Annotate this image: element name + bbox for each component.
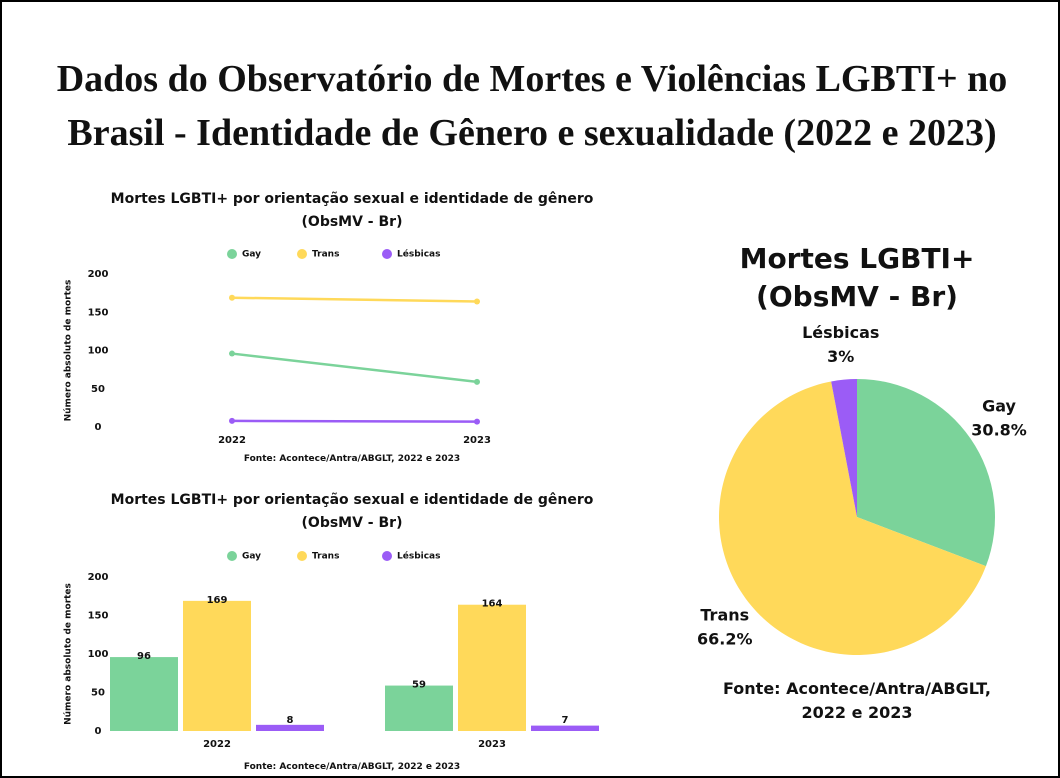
source: Fonte: Acontece/Antra/ABGLT, 2022 e 2023 bbox=[243, 762, 461, 772]
y-axis-label: Número absoluto de mortes bbox=[64, 583, 74, 725]
pie-slice bbox=[831, 379, 857, 517]
y-axis-label: Número absoluto de mortes bbox=[64, 280, 74, 422]
source: Fonte: Acontece/Antra/ABGLT, 2022 e 2023 bbox=[243, 454, 461, 464]
pie-slice bbox=[719, 381, 986, 655]
chart-title: Mortes LGBTI+ por orientação sexual e id… bbox=[110, 191, 594, 230]
bar bbox=[110, 657, 178, 731]
data-label: 7 bbox=[562, 715, 569, 726]
point bbox=[229, 294, 235, 301]
point bbox=[474, 418, 480, 425]
slice-label: Trans bbox=[700, 605, 749, 624]
bar bbox=[385, 685, 453, 731]
x-tick-label: 2022 bbox=[218, 435, 246, 446]
bar bbox=[183, 600, 251, 731]
y-tick-label: 50 bbox=[91, 688, 105, 699]
y-tick-label: 100 bbox=[88, 649, 109, 660]
slice-label: Lésbicas bbox=[802, 323, 879, 342]
y-tick-label: 150 bbox=[88, 307, 109, 318]
y-tick-label: 150 bbox=[88, 611, 109, 622]
legend-marker bbox=[227, 551, 237, 561]
main-title: Dados do Observatório de Mortes e Violên… bbox=[56, 58, 1008, 154]
data-label: 59 bbox=[412, 680, 426, 691]
data-label: 8 bbox=[287, 715, 294, 726]
slice-value: 30.8% bbox=[971, 421, 1027, 440]
legend-label: Lésbicas bbox=[397, 249, 441, 260]
chart-title: Mortes LGBTI+ por orientação sexual e id… bbox=[110, 492, 594, 531]
legend-marker bbox=[227, 249, 237, 259]
point bbox=[474, 378, 480, 385]
legend-label: Lésbicas bbox=[397, 551, 441, 562]
legend-label: Gay bbox=[242, 552, 261, 562]
legend-marker bbox=[297, 249, 307, 259]
y-tick-label: 50 bbox=[91, 384, 105, 395]
x-tick-label: 2022 bbox=[203, 739, 231, 750]
bar bbox=[256, 724, 324, 731]
slice-value: 3% bbox=[827, 347, 854, 366]
y-tick-label: 200 bbox=[88, 269, 109, 280]
bar bbox=[458, 604, 526, 731]
point bbox=[474, 298, 480, 305]
data-label: 164 bbox=[482, 599, 503, 610]
legend-label: Gay bbox=[242, 250, 261, 260]
data-label: 96 bbox=[137, 651, 151, 662]
point bbox=[229, 350, 235, 357]
pie-slice bbox=[857, 379, 996, 567]
y-tick-label: 0 bbox=[95, 422, 102, 433]
legend-marker bbox=[382, 551, 392, 561]
slice-value: 66.2% bbox=[697, 629, 753, 648]
source: Fonte: Acontece/Antra/ABGLT, 2022 e 2023 bbox=[723, 679, 991, 722]
data-label: 169 bbox=[207, 595, 228, 606]
bar bbox=[531, 725, 599, 731]
legend-label: Trans bbox=[312, 552, 339, 562]
legend-marker bbox=[382, 249, 392, 259]
slice-label: Gay bbox=[982, 397, 1016, 416]
point bbox=[229, 417, 235, 424]
line bbox=[231, 352, 478, 384]
legend-marker bbox=[297, 551, 307, 561]
y-tick-label: 0 bbox=[95, 726, 102, 737]
line bbox=[231, 419, 478, 423]
x-tick-label: 2023 bbox=[478, 739, 506, 750]
y-tick-label: 200 bbox=[88, 572, 109, 583]
y-tick-label: 100 bbox=[88, 346, 109, 357]
legend-label: Trans bbox=[312, 250, 339, 260]
x-tick-label: 2023 bbox=[463, 435, 491, 446]
line bbox=[231, 296, 478, 303]
chart-title: Mortes LGBTI+ (ObsMV - Br) bbox=[739, 242, 975, 313]
